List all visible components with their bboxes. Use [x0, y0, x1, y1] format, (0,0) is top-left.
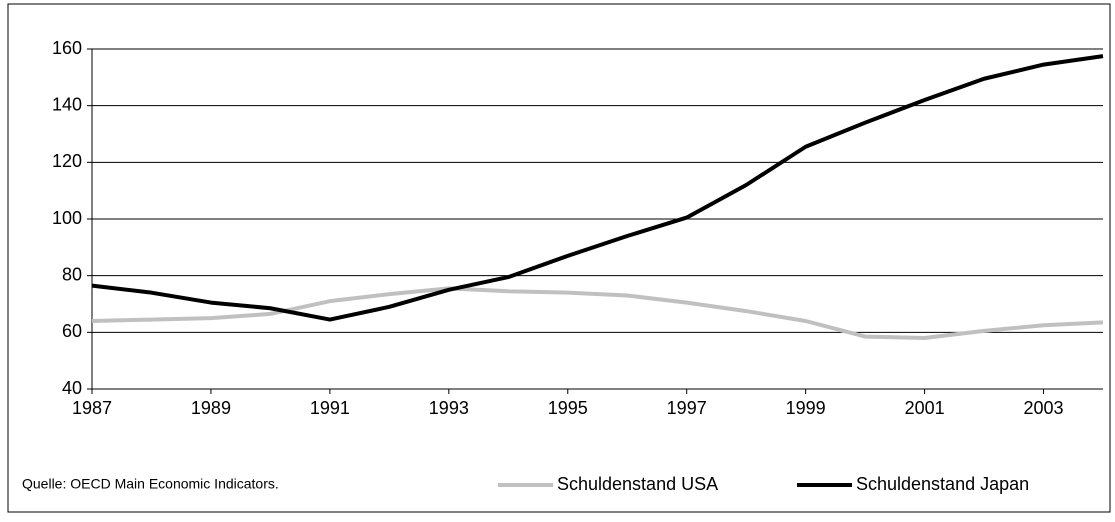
series-line	[91, 54, 1104, 322]
x-tick-label: 1999	[786, 398, 826, 418]
x-tick-label: 1987	[72, 398, 112, 418]
y-tick-label: 100	[52, 208, 82, 228]
legend-label: Schuldenstand Japan	[856, 474, 1029, 494]
y-tick-label: 160	[52, 38, 82, 58]
x-tick-label: 2003	[1024, 398, 1064, 418]
y-tick-label: 140	[52, 94, 82, 114]
source: Quelle: OECD Main Economic Indicators.	[22, 476, 279, 492]
x-tick-label: 1997	[667, 398, 707, 418]
x-tick-label: 1991	[310, 398, 350, 418]
y-tick-label: 120	[52, 151, 82, 171]
x-tick-label: 1993	[429, 398, 469, 418]
x-tick-label: 1989	[191, 398, 231, 418]
legend-label: Schuldenstand USA	[557, 474, 718, 494]
series-line	[91, 286, 1104, 340]
y-tick-label: 40	[62, 378, 82, 398]
x-tick-label: 2001	[905, 398, 945, 418]
x-tick-label: 1995	[548, 398, 588, 418]
y-tick-label: 60	[62, 321, 82, 341]
y-tick-label: 80	[62, 264, 82, 284]
